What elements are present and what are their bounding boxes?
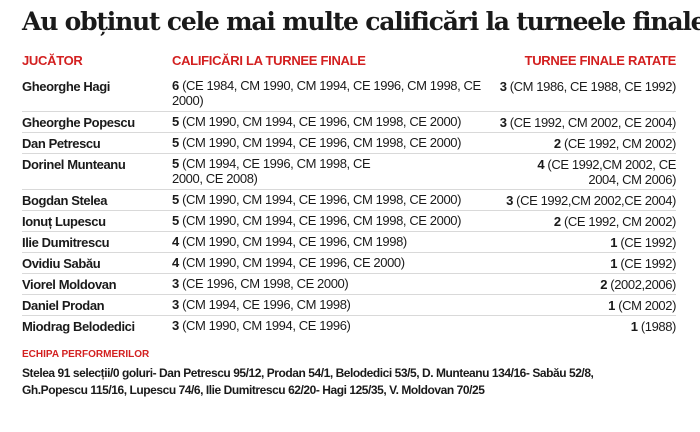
missed-cell: 4 (CE 1992,CM 2002, CE 2004, CM 2006): [506, 157, 676, 187]
missed-count: 1: [610, 256, 618, 271]
missed-count: 2: [553, 136, 561, 151]
missed-list: (1988): [640, 319, 677, 334]
qualifications-cell: 5 (CM 1990, CM 1994, CE 1996, CM 1998, C…: [172, 135, 482, 150]
player-name: Bogdan Stelea: [22, 193, 108, 208]
player-name: Ovidiu Sabău: [22, 256, 101, 271]
qualifications-count: 5: [172, 114, 179, 129]
missed-count: 1: [630, 319, 638, 334]
qualifications-count: 5: [172, 156, 179, 171]
qualifications-list: (CM 1994, CE 1996, CM 1998, CE 2000, CE …: [172, 156, 371, 186]
missed-list: (CE 1992, CM 2002, CE 2004): [509, 115, 677, 130]
footer-line: Stelea 91 selecții/0 goluri- Dan Petresc…: [22, 366, 594, 380]
player-name: Daniel Prodan: [22, 298, 105, 313]
player-name: Dan Petrescu: [22, 136, 101, 151]
table-row: Ovidiu Sabău 4 (CM 1990, CM 1994, CE 199…: [22, 252, 676, 273]
qualifications-count: 3: [172, 318, 179, 333]
player-name: Gheorghe Popescu: [22, 115, 135, 130]
qualifications-list: (CM 1990, CM 1994, CE 1996, CM 1998, CE …: [182, 135, 462, 150]
footer-line: Gh.Popescu 115/16, Lupescu 74/6, Ilie Du…: [22, 383, 485, 397]
missed-list: (2002,2006): [610, 277, 676, 292]
table-header: JUCĂTOR CALIFICĂRI LA TURNEE FINALE TURN…: [22, 53, 676, 71]
qualifications-cell: 5 (CM 1994, CE 1996, CM 1998, CE 2000, C…: [172, 156, 377, 186]
missed-count: 3: [506, 193, 513, 208]
missed-count: 1: [610, 235, 618, 250]
qualifications-count: 3: [172, 276, 179, 291]
qualifications-count: 5: [172, 192, 179, 207]
missed-cell: 1 (CE 1992): [486, 235, 676, 250]
qualifications-list: (CE 1984, CM 1990, CM 1994, CE 1996, CM …: [172, 78, 481, 108]
missed-count: 1: [608, 298, 615, 313]
missed-list: (CE 1992): [620, 235, 676, 250]
missed-count: 3: [499, 115, 507, 130]
qualifications-list: (CM 1990, CM 1994, CE 1996, CM 1998): [182, 234, 407, 249]
qualifications-count: 4: [172, 234, 179, 249]
qualifications-count: 4: [172, 255, 179, 270]
qualifications-cell: 4 (CM 1990, CM 1994, CE 1996, CM 1998): [172, 234, 482, 249]
page-title: Au obținut cele mai multe calificări la …: [22, 7, 700, 36]
table-row: Dorinel Munteanu 5 (CM 1994, CE 1996, CM…: [22, 153, 676, 189]
table-row: Daniel Prodan 3 (CM 1994, CE 1996, CM 19…: [22, 294, 676, 315]
qualifications-count: 6: [172, 78, 179, 93]
qualifications-cell: 5 (CM 1990, CM 1994, CE 1996, CM 1998, C…: [172, 213, 482, 228]
qualifications-list: (CM 1994, CE 1996, CM 1998): [182, 297, 351, 312]
qualifications-list: (CM 1990, CM 1994, CE 1996, CM 1998, CE …: [182, 114, 462, 129]
missed-cell: 2 (CE 1992, CM 2002): [486, 214, 676, 229]
missed-list: (CE 1992, CM 2002): [563, 136, 676, 151]
qualifications-list: (CM 1990, CM 1994, CE 1996): [182, 318, 351, 333]
qualifications-cell: 6 (CE 1984, CM 1990, CM 1994, CE 1996, C…: [172, 78, 482, 108]
missed-list: (CE 1992,CM 2002, CE 2004, CM 2006): [547, 157, 676, 187]
missed-list: (CE 1992): [620, 256, 676, 271]
qualifications-cell: 3 (CM 1994, CE 1996, CM 1998): [172, 297, 482, 312]
missed-list: (CE 1992,CM 2002,CE 2004): [516, 193, 676, 208]
player-name: Ionuț Lupescu: [22, 214, 106, 229]
player-name: Miodrag Belodedici: [22, 319, 135, 334]
missed-count: 4: [537, 157, 545, 172]
missed-count: 2: [600, 277, 608, 292]
qualifications-cell: 3 (CM 1990, CM 1994, CE 1996): [172, 318, 482, 333]
table-row: Viorel Moldovan 3 (CE 1996, CM 1998, CE …: [22, 273, 676, 294]
table-row: Ionuț Lupescu 5 (CM 1990, CM 1994, CE 19…: [22, 210, 676, 231]
player-name: Gheorghe Hagi: [22, 79, 110, 94]
missed-count: 2: [553, 214, 561, 229]
missed-cell: 1 (CE 1992): [486, 256, 676, 271]
qualifications-list: (CM 1990, CM 1994, CE 1996, CM 1998, CE …: [182, 213, 462, 228]
table-row: Bogdan Stelea 5 (CM 1990, CM 1994, CE 19…: [22, 189, 676, 210]
column-header-qualifications: CALIFICĂRI LA TURNEE FINALE: [172, 53, 366, 68]
footer-heading: ECHIPA PERFORMERILOR: [22, 349, 150, 360]
qualifications-count: 5: [172, 135, 179, 150]
missed-cell: 3 (CE 1992, CM 2002, CE 2004): [486, 115, 677, 130]
column-header-player: JUCĂTOR: [22, 53, 83, 68]
qualifications-count: 3: [172, 297, 179, 312]
table-row: Ilie Dumitrescu 4 (CM 1990, CM 1994, CE …: [22, 231, 676, 252]
missed-count: 3: [499, 79, 507, 94]
table-row: Gheorghe Hagi 6 (CE 1984, CM 1990, CM 19…: [22, 76, 676, 111]
missed-cell: 1 (1988): [486, 319, 677, 334]
missed-list: (CM 2002): [618, 298, 676, 313]
player-name: Dorinel Munteanu: [22, 157, 126, 172]
player-name: Viorel Moldovan: [22, 277, 117, 292]
missed-cell: 3 (CE 1992,CM 2002,CE 2004): [486, 193, 676, 208]
missed-cell: 2 (CE 1992, CM 2002): [486, 136, 676, 151]
qualifications-cell: 3 (CE 1996, CM 1998, CE 2000): [172, 276, 482, 291]
player-name: Ilie Dumitrescu: [22, 235, 110, 250]
footer-text: Stelea 91 selecții/0 goluri- Dan Petresc…: [22, 365, 682, 399]
qualifications-list: (CM 1990, CM 1994, CE 1996, CE 2000): [182, 255, 405, 270]
table-row: Dan Petrescu 5 (CM 1990, CM 1994, CE 199…: [22, 132, 676, 153]
qualifications-count: 5: [172, 213, 179, 228]
qualifications-list: (CE 1996, CM 1998, CE 2000): [182, 276, 349, 291]
qualifications-cell: 4 (CM 1990, CM 1994, CE 1996, CE 2000): [172, 255, 482, 270]
qualifications-cell: 5 (CM 1990, CM 1994, CE 1996, CM 1998, C…: [172, 114, 482, 129]
qualifications-cell: 5 (CM 1990, CM 1994, CE 1996, CM 1998, C…: [172, 192, 482, 207]
column-header-missed: TURNEE FINALE RATATE: [524, 53, 677, 68]
qualifications-list: (CM 1990, CM 1994, CE 1996, CM 1998, CE …: [182, 192, 462, 207]
missed-cell: 2 (2002,2006): [486, 277, 676, 292]
table-row: Gheorghe Popescu 5 (CM 1990, CM 1994, CE…: [22, 111, 676, 132]
missed-cell: 3 (CM 1986, CE 1988, CE 1992): [486, 79, 677, 94]
missed-list: (CM 1986, CE 1988, CE 1992): [509, 79, 677, 94]
table-body: Gheorghe Hagi 6 (CE 1984, CM 1990, CM 19…: [22, 76, 676, 336]
missed-list: (CE 1992, CM 2002): [563, 214, 676, 229]
table-row: Miodrag Belodedici 3 (CM 1990, CM 1994, …: [22, 315, 676, 336]
missed-cell: 1 (CM 2002): [486, 298, 676, 313]
